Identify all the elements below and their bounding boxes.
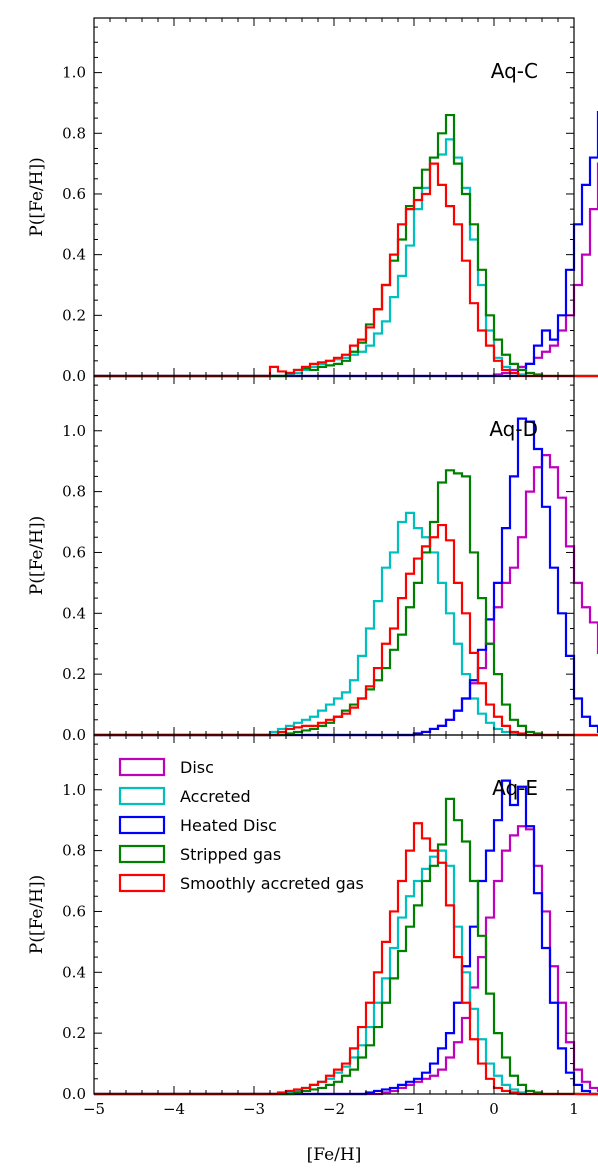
y-tick-label: 0.2: [62, 665, 86, 683]
y-tick-label: 1.0: [62, 64, 86, 82]
y-tick-label: 0.4: [62, 963, 86, 981]
x-tick-label: −4: [163, 1100, 185, 1118]
panel-aq-e: 0.0 0.2 0.4 0.6 0.8 1.0 P([Fe/H]) Aq-E −5 −4 −3 −2 −…: [27, 734, 598, 1118]
x-axis-label: [Fe/H]: [307, 1145, 362, 1165]
y-tick-label: 0.2: [62, 306, 86, 324]
series-line-accreted: [94, 138, 598, 378]
legend-item-accreted: Accreted: [118, 786, 251, 806]
legend-item-smoothly-accreted-gas: Smoothly accreted gas: [118, 873, 364, 893]
x-tick-label: 1: [569, 1100, 579, 1118]
legend-swatch: [118, 873, 166, 893]
y-tick-label: 0.8: [62, 124, 86, 142]
y-axis-label: P([Fe/H]): [27, 516, 47, 595]
y-tick-label: 0.0: [62, 726, 86, 744]
y-tick-label: 0.8: [62, 842, 86, 860]
legend-item-stripped-gas: Stripped gas: [118, 844, 281, 864]
panel-title: Aq-D: [489, 417, 538, 441]
panel-aq-d: 0.0 0.2 0.4 0.6 0.8 1.0 P([Fe/H]) Aq-D: [27, 375, 598, 744]
y-tick-label: 0.6: [62, 543, 86, 561]
series-line-accreted: [94, 511, 598, 737]
legend-label: Heated Disc: [180, 816, 277, 835]
series-line-disc: [94, 162, 598, 378]
y-tick-label: 1.0: [62, 422, 86, 440]
series-line-smoothly-accreted-gas: [94, 523, 598, 737]
x-tick-label: −3: [243, 1100, 265, 1118]
y-tick-label: 0.4: [62, 246, 86, 264]
series-line-stripped-gas: [94, 797, 598, 1096]
series-line-disc: [94, 825, 598, 1096]
y-axis-label: P([Fe/H]): [27, 875, 47, 954]
legend-label: Disc: [180, 758, 214, 777]
legend-label: Accreted: [180, 787, 251, 806]
x-tick-label: −5: [83, 1100, 105, 1118]
series-line-smoothly-accreted-gas: [94, 162, 598, 378]
legend-item-disc: Disc: [118, 757, 214, 777]
series-line-heated-disc: [94, 417, 598, 737]
x-tick-label: −2: [323, 1100, 345, 1118]
y-tick-label: 0.8: [62, 483, 86, 501]
series-line-heated-disc: [94, 110, 598, 378]
y-axis-label: P([Fe/H]): [27, 157, 47, 236]
legend-swatch: [118, 786, 166, 806]
x-tick-label: −1: [403, 1100, 425, 1118]
y-tick-label: 0.0: [62, 1085, 86, 1103]
panel-title: Aq-C: [491, 59, 538, 83]
legend-swatch: [118, 815, 166, 835]
series-line-stripped-gas: [94, 469, 598, 737]
y-tick-label: 0.6: [62, 902, 86, 920]
legend: Disc Accreted Heated Disc Stripped gas Smoot…: [118, 757, 364, 893]
panel-aq-c: 0.0 0.2 0.4 0.6 0.8 1.0 P([Fe/H]) Aq-C: [27, 17, 598, 385]
x-tick-label: 0: [489, 1100, 499, 1118]
legend-swatch: [118, 757, 166, 777]
y-tick-label: 0.6: [62, 185, 86, 203]
panels-group: 0.0 0.2 0.4 0.6 0.8 1.0 P([Fe/H]) Aq-C 0.0 0.2 0.4…: [27, 17, 598, 1118]
series-line-heated-disc: [94, 779, 598, 1096]
panel-title: Aq-E: [492, 776, 538, 800]
series-line-smoothly-accreted-gas: [94, 822, 598, 1096]
legend-label: Stripped gas: [180, 845, 281, 864]
legend-item-heated-disc: Heated Disc: [118, 815, 277, 835]
y-tick-label: 0.2: [62, 1024, 86, 1042]
series-line-stripped-gas: [94, 113, 598, 378]
y-tick-label: 1.0: [62, 781, 86, 799]
legend-swatch: [118, 844, 166, 864]
y-tick-label: 0.4: [62, 604, 86, 622]
y-tick-label: 0.0: [62, 367, 86, 385]
legend-label: Smoothly accreted gas: [180, 874, 364, 893]
